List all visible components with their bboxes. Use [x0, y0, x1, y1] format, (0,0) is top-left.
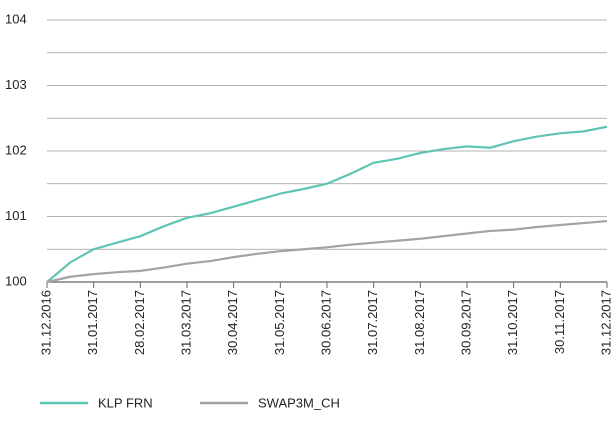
x-tick-label: 28.02.2017	[132, 290, 147, 355]
legend-label: SWAP3M_CH	[258, 395, 340, 410]
x-tick-label: 30.09.2017	[458, 290, 473, 355]
legend-label: KLP FRN	[98, 395, 153, 410]
y-tick-label: 101	[5, 208, 27, 223]
x-tick-label: 31.10.2017	[505, 290, 520, 355]
y-tick-label: 102	[5, 142, 27, 157]
x-tick-label: 31.03.2017	[178, 290, 193, 355]
y-tick-label: 103	[5, 77, 27, 92]
x-tick-label: 31.07.2017	[365, 290, 380, 355]
series-line	[46, 125, 608, 283]
x-tick-label: 30.04.2017	[225, 290, 240, 355]
x-tick-label: 31.12.2016	[38, 290, 53, 355]
x-tick-label: 30.11.2017	[552, 290, 567, 354]
x-tick-label: 31.01.2017	[85, 290, 100, 355]
x-tick-label: 30.06.2017	[318, 290, 333, 355]
x-tick-label: 31.12.2017	[598, 290, 612, 355]
series-line	[46, 219, 608, 284]
y-tick-label: 100	[5, 273, 27, 288]
x-tick-label: 31.05.2017	[272, 290, 287, 355]
x-tick-label: 31.08.2017	[412, 290, 427, 355]
y-tick-label: 104	[5, 11, 27, 26]
